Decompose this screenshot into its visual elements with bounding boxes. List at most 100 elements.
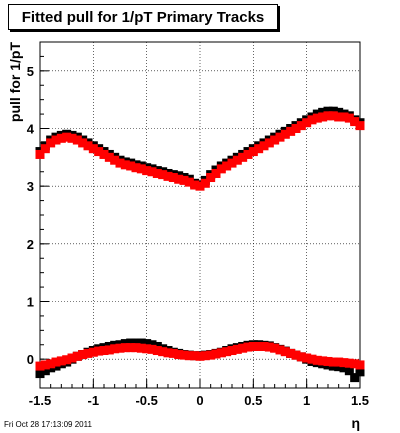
y-tick-label: 5 xyxy=(27,64,34,79)
data-point xyxy=(350,373,360,383)
data-point xyxy=(56,356,66,366)
data-point xyxy=(46,359,56,369)
data-point xyxy=(131,338,141,348)
data-point xyxy=(344,113,354,123)
data-point xyxy=(168,173,178,183)
data-point xyxy=(179,350,189,360)
data-point xyxy=(152,168,162,178)
data-point xyxy=(206,173,216,183)
data-point xyxy=(136,338,146,348)
data-point xyxy=(152,346,162,356)
x-axis-label: η xyxy=(351,415,360,431)
data-point xyxy=(355,367,365,377)
tick-labels: -1.5 -1 -0.5 0 0.5 1 1.5 0 1 2 3 4 5 xyxy=(27,64,369,408)
data-point xyxy=(323,356,333,366)
data-point xyxy=(339,358,349,368)
data-point xyxy=(126,161,136,171)
data-point xyxy=(344,366,354,376)
data-point xyxy=(328,106,338,116)
data-point xyxy=(291,350,301,360)
data-point xyxy=(115,158,125,168)
data-point xyxy=(110,155,120,165)
data-point xyxy=(40,360,50,370)
data-point xyxy=(248,147,258,157)
data-point xyxy=(120,343,130,353)
data-point xyxy=(227,158,237,168)
data-point xyxy=(142,344,152,354)
data-point xyxy=(147,340,157,350)
data-point xyxy=(72,351,82,361)
data-point xyxy=(46,138,56,148)
data-point xyxy=(264,342,274,352)
data-point xyxy=(339,112,349,122)
data-point xyxy=(99,346,109,356)
data-point xyxy=(323,111,333,121)
data-point xyxy=(56,133,66,143)
data-point xyxy=(104,152,114,162)
series-3 xyxy=(35,341,365,371)
data-point xyxy=(158,347,168,357)
data-point xyxy=(291,124,301,133)
data-point xyxy=(280,129,290,139)
data-point xyxy=(334,357,344,367)
data-point xyxy=(323,106,333,116)
data-point xyxy=(40,366,50,376)
data-point xyxy=(67,133,77,143)
data-point xyxy=(296,121,306,131)
data-point xyxy=(280,347,290,357)
data-point xyxy=(142,166,152,176)
data-point xyxy=(334,107,344,117)
data-point xyxy=(136,164,146,174)
data-point xyxy=(35,149,45,159)
data-point xyxy=(110,344,120,354)
data-point xyxy=(35,361,45,371)
x-tick-label: 0.5 xyxy=(244,393,262,408)
data-point xyxy=(184,177,194,187)
data-point xyxy=(190,180,200,190)
data-point xyxy=(328,357,338,367)
data-point xyxy=(232,344,242,354)
data-point xyxy=(296,352,306,362)
data-point xyxy=(318,107,328,117)
data-point xyxy=(62,355,72,365)
data-point xyxy=(131,163,141,173)
x-tick-label: 0 xyxy=(196,393,203,408)
y-axis-label: pull for 1/pT xyxy=(7,42,23,123)
data-point xyxy=(302,353,312,363)
data-point xyxy=(318,112,328,122)
data-point xyxy=(104,345,114,355)
y-tick-label: 3 xyxy=(27,179,34,194)
y-tick-label: 0 xyxy=(27,352,34,367)
data-point xyxy=(318,356,328,366)
data-point xyxy=(211,349,221,359)
data-point xyxy=(206,350,216,360)
data-point xyxy=(163,348,173,358)
data-point xyxy=(195,181,205,191)
data-point xyxy=(200,178,210,188)
y-tick-label: 4 xyxy=(27,122,35,137)
data-point xyxy=(227,346,237,356)
data-point xyxy=(195,351,205,361)
data-point xyxy=(67,353,77,363)
data-point xyxy=(83,141,93,151)
data-point xyxy=(350,117,360,127)
x-tick-label: -1 xyxy=(88,393,100,408)
data-point xyxy=(334,362,344,372)
data-point xyxy=(216,348,226,358)
footer-timestamp: Fri Oct 28 17:13:09 2011 xyxy=(4,420,92,429)
data-points xyxy=(35,106,365,383)
data-point xyxy=(238,152,248,162)
chart-title-box: Fitted pull for 1/pT Primary Tracks xyxy=(8,4,278,30)
data-point xyxy=(174,174,184,184)
data-point xyxy=(270,343,280,353)
data-point xyxy=(355,360,365,370)
data-point xyxy=(211,168,221,178)
x-tick-label: -1.5 xyxy=(29,393,51,408)
data-point xyxy=(259,141,269,151)
data-point xyxy=(243,342,253,352)
data-point xyxy=(35,369,45,379)
data-point xyxy=(339,363,349,373)
data-point xyxy=(232,155,242,165)
data-point xyxy=(142,339,152,349)
y-tick-label: 2 xyxy=(27,237,34,252)
